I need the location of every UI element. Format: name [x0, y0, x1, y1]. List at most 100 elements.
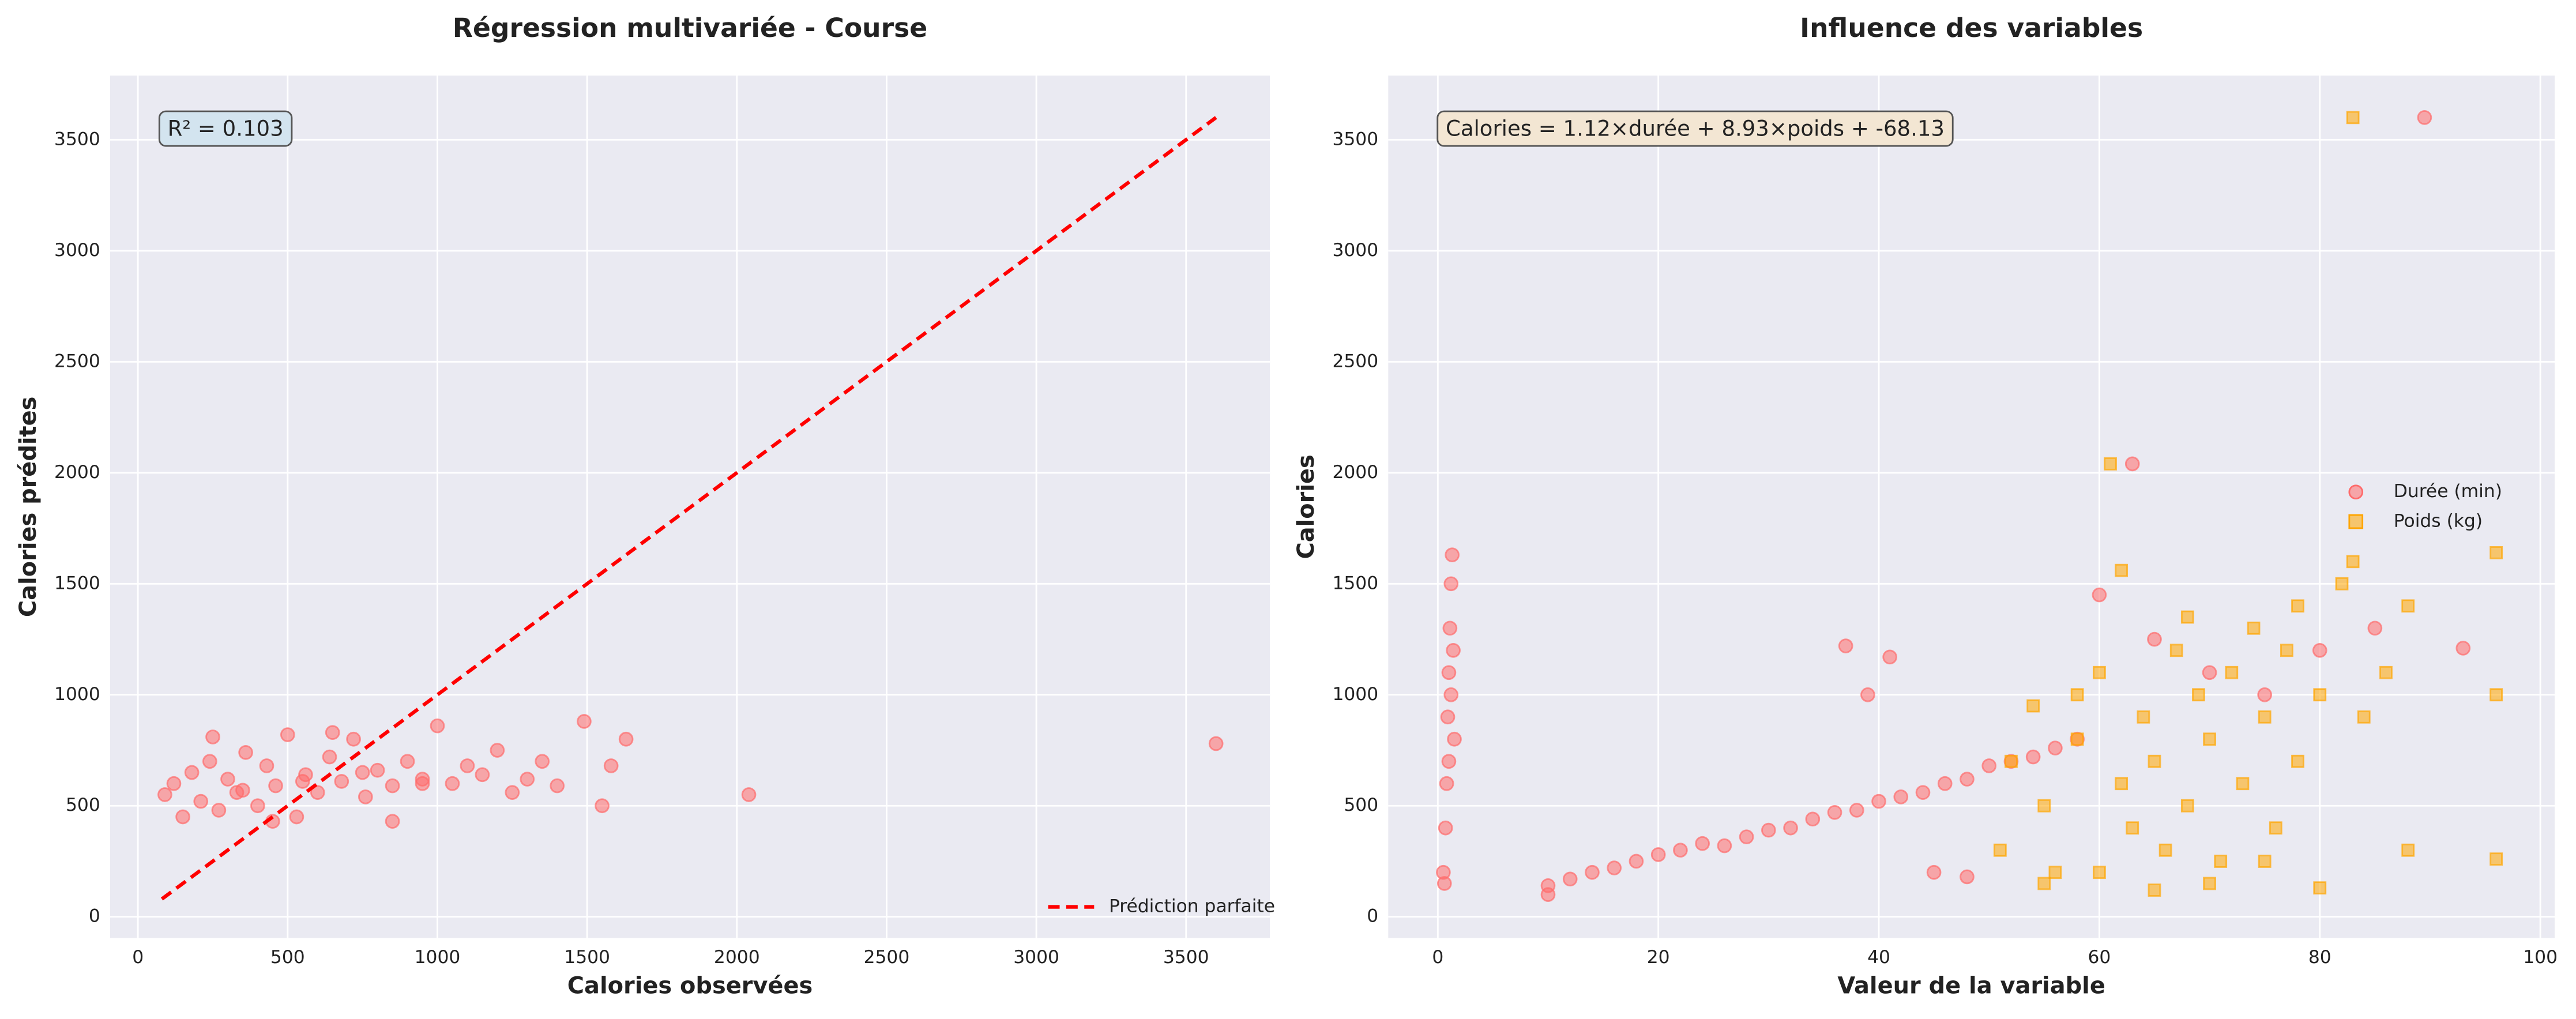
- point: [2417, 110, 2432, 125]
- point: [2180, 610, 2194, 624]
- point: [505, 785, 520, 800]
- point: [2169, 644, 2183, 657]
- point: [2258, 710, 2272, 724]
- x-tick-label: 40: [1867, 947, 1890, 968]
- point: [2147, 631, 2162, 647]
- point: [2258, 855, 2272, 868]
- y-tick-label: 2000: [54, 462, 100, 483]
- point: [2379, 665, 2393, 679]
- point: [1441, 665, 1457, 680]
- point: [2203, 732, 2216, 746]
- point: [415, 776, 430, 791]
- point: [1442, 621, 1458, 636]
- point: [2203, 877, 2216, 890]
- plot-area: [1388, 76, 2555, 938]
- point: [2257, 687, 2272, 702]
- point: [1937, 776, 1953, 791]
- point: [1441, 754, 1457, 769]
- point: [1871, 794, 1886, 809]
- point: [1827, 804, 1842, 820]
- point: [2005, 754, 2018, 768]
- point: [1849, 803, 1864, 818]
- point: [2489, 852, 2503, 866]
- point: [490, 743, 505, 758]
- point: [1915, 785, 1931, 800]
- point: [2269, 821, 2282, 835]
- point: [1650, 847, 1666, 862]
- point: [310, 785, 325, 800]
- point: [1562, 871, 1578, 887]
- point: [1439, 776, 1454, 791]
- x-tick-label: 3500: [1163, 947, 1209, 968]
- point: [235, 783, 250, 798]
- point: [334, 774, 349, 789]
- point: [202, 754, 217, 769]
- point: [1739, 829, 1754, 844]
- point: [250, 798, 265, 814]
- point: [2070, 688, 2084, 702]
- point: [1981, 758, 1997, 773]
- point: [2026, 699, 2040, 713]
- point: [325, 725, 340, 740]
- point: [1436, 876, 1452, 891]
- y-axis-label: Calories: [1293, 454, 1319, 559]
- point: [2225, 665, 2239, 679]
- point: [2048, 740, 2063, 755]
- point: [1860, 687, 1875, 702]
- y-tick-label: 1000: [1332, 684, 1378, 705]
- legend-label: Poids (kg): [2394, 511, 2483, 532]
- point: [166, 776, 182, 791]
- point: [268, 778, 283, 794]
- x-tick-label: 2000: [714, 947, 760, 968]
- point: [741, 787, 757, 802]
- legend-label: Prédiction parfaite: [1109, 896, 1275, 917]
- point: [2401, 843, 2415, 857]
- point: [157, 787, 172, 802]
- point: [2401, 599, 2415, 613]
- point: [1882, 649, 1897, 665]
- point: [1443, 687, 1459, 702]
- point: [603, 758, 619, 773]
- point: [2037, 877, 2051, 890]
- x-axis-label: Calories observées: [567, 973, 813, 999]
- point: [2115, 777, 2129, 791]
- point: [2092, 866, 2106, 879]
- point: [445, 776, 460, 791]
- point: [618, 731, 634, 747]
- point: [2070, 732, 2084, 746]
- point: [1993, 843, 2007, 857]
- point: [238, 745, 253, 760]
- point: [1438, 820, 1453, 836]
- legend-swatch: [2348, 484, 2364, 500]
- point: [2048, 866, 2062, 879]
- x-tick-label: 60: [2088, 947, 2111, 968]
- point: [1695, 836, 1710, 851]
- x-tick-label: 0: [1432, 947, 1443, 968]
- point: [1447, 731, 1462, 747]
- y-axis-label: Calories prédites: [15, 397, 42, 618]
- x-tick-label: 500: [270, 947, 305, 968]
- point: [2180, 799, 2194, 813]
- y-tick-label: 3000: [54, 240, 100, 261]
- y-tick-label: 3000: [1332, 240, 1378, 261]
- point: [2489, 688, 2503, 702]
- annotation-box: [1436, 110, 1954, 147]
- point: [2313, 688, 2327, 702]
- y-tick-label: 3500: [1332, 129, 1378, 149]
- point: [358, 789, 373, 804]
- y-tick-label: 1500: [1332, 573, 1378, 593]
- point: [520, 772, 535, 787]
- point: [1761, 822, 1776, 838]
- point: [175, 809, 190, 825]
- point: [1585, 864, 1600, 880]
- point: [2357, 710, 2371, 724]
- point: [430, 718, 445, 734]
- point: [2115, 563, 2129, 577]
- panel: 0 20 40 60 80 1000500100015002000250030003500…: [1293, 13, 2558, 999]
- point: [1440, 709, 1456, 725]
- point: [295, 774, 310, 789]
- point: [2346, 111, 2360, 125]
- point: [1717, 838, 1732, 853]
- x-tick-label: 0: [132, 947, 144, 968]
- point: [322, 749, 337, 765]
